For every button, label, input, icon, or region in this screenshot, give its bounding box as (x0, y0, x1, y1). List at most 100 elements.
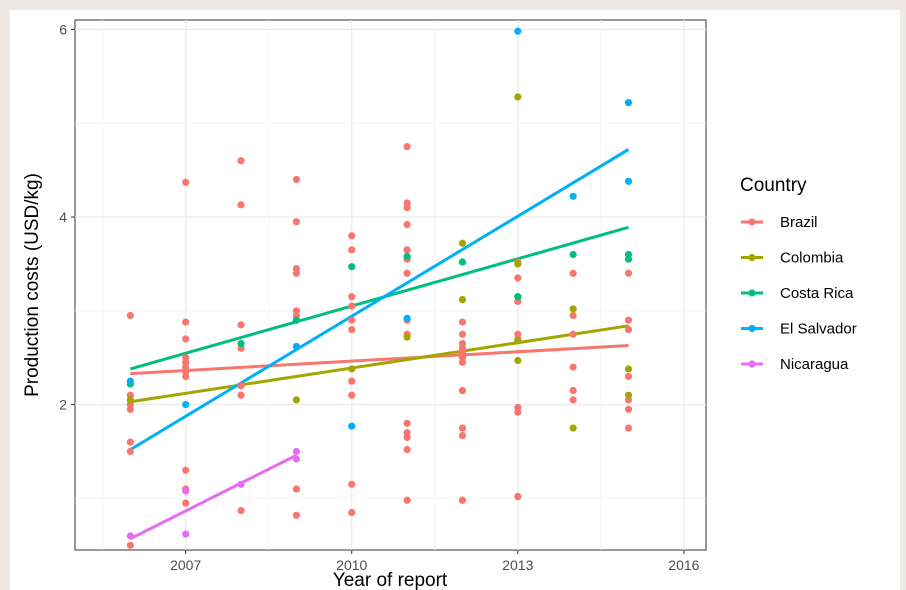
trend-lines (129, 148, 630, 541)
data-point-brazil (569, 396, 577, 404)
data-point-brazil (569, 269, 577, 277)
y-axis-title: Production costs (USD/kg) (22, 173, 43, 397)
data-point-nicaragua (292, 447, 301, 456)
data-point-colombia (569, 305, 577, 313)
data-point-brazil (126, 447, 134, 456)
data-point-brazil (182, 372, 190, 381)
data-point-brazil (569, 330, 577, 338)
y-tick-label: 4 (59, 209, 67, 225)
data-points (126, 27, 633, 549)
data-point-brazil (126, 311, 134, 320)
data-point-brazil (348, 293, 356, 301)
x-axis-title: Year of report (333, 570, 448, 590)
data-point-costa-rica (624, 255, 633, 263)
data-point-brazil (624, 316, 633, 324)
data-point-brazil (348, 302, 356, 310)
data-point-brazil (182, 466, 190, 474)
data-point-brazil (348, 480, 356, 488)
data-point-brazil (403, 496, 411, 504)
data-point-brazil (292, 511, 301, 519)
y-tick-label: 6 (59, 21, 67, 37)
data-point-colombia (514, 337, 522, 345)
major-grid (75, 20, 706, 550)
data-point-brazil (237, 507, 245, 515)
legend: Country Brazil Colombia Costa Rica El Salva… (740, 175, 857, 373)
data-point-brazil (403, 269, 411, 277)
legend-key-point-nicaragua (748, 360, 756, 368)
data-point-colombia (624, 391, 633, 399)
trend-line-colombia (130, 324, 629, 404)
data-point-brazil (237, 157, 245, 165)
data-point-costa-rica (458, 258, 467, 266)
data-point-costa-rica (514, 293, 522, 301)
data-point-colombia (514, 260, 522, 268)
data-point-colombia (624, 365, 633, 373)
data-point-brazil (292, 175, 301, 184)
data-point-brazil (403, 220, 411, 229)
data-point-colombia (126, 396, 134, 404)
data-point-brazil (403, 446, 411, 454)
axes: 2007 2010 2013 2016 2 4 6 (59, 21, 699, 573)
data-point-brazil (514, 274, 522, 282)
data-point-colombia (403, 333, 411, 341)
data-point-colombia (569, 424, 577, 432)
data-point-el-salvador (624, 98, 633, 107)
data-point-el-salvador (292, 342, 301, 351)
data-point-el-salvador (569, 192, 577, 200)
data-point-brazil (348, 325, 356, 334)
data-point-brazil (458, 424, 467, 432)
data-point-brazil (458, 358, 467, 366)
data-point-brazil (237, 382, 245, 390)
data-point-el-salvador (348, 422, 356, 430)
data-point-nicaragua (292, 455, 301, 463)
data-point-colombia (514, 93, 522, 101)
data-point-brazil (348, 232, 356, 240)
data-point-brazil (348, 391, 356, 399)
legend-label-costa-rica: Costa Rica (780, 285, 854, 302)
data-point-nicaragua (182, 487, 190, 495)
data-point-brazil (458, 386, 467, 395)
legend-key-point-brazil (748, 218, 756, 226)
data-point-colombia (348, 365, 356, 373)
data-point-nicaragua (182, 530, 190, 538)
data-point-brazil (624, 424, 633, 432)
data-point-brazil (624, 405, 633, 413)
data-point-el-salvador (624, 177, 633, 185)
data-point-brazil (624, 269, 633, 277)
data-point-costa-rica (348, 263, 356, 271)
legend-key-point-colombia (748, 253, 756, 262)
legend-label-colombia: Colombia (780, 250, 844, 267)
data-point-brazil (126, 541, 134, 549)
data-point-brazil (126, 405, 134, 413)
legend-title: Country (740, 175, 807, 196)
legend-key-point-el-salvador (748, 324, 756, 333)
data-point-nicaragua (237, 480, 245, 488)
legend-label-el-salvador: El Salvador (780, 321, 857, 338)
legend-key-point-costa-rica (748, 289, 756, 297)
data-point-el-salvador (182, 401, 190, 409)
data-point-brazil (237, 391, 245, 399)
data-point-costa-rica (569, 250, 577, 259)
data-point-el-salvador (126, 377, 134, 385)
data-point-brazil (348, 377, 356, 385)
data-point-brazil (403, 433, 411, 442)
data-point-costa-rica (237, 340, 245, 348)
data-point-brazil (348, 246, 356, 254)
x-tick-label: 2013 (502, 557, 533, 573)
data-point-brazil (624, 325, 633, 334)
data-point-brazil (182, 178, 190, 186)
data-point-el-salvador (514, 27, 522, 35)
data-point-brazil (237, 321, 245, 329)
data-point-colombia (458, 295, 467, 304)
data-point-brazil (292, 269, 301, 277)
data-point-colombia (292, 396, 301, 404)
data-point-brazil (403, 246, 411, 254)
data-point-brazil (403, 419, 411, 427)
data-point-brazil (182, 318, 190, 326)
data-point-brazil (237, 201, 245, 209)
trend-line-el-salvador (129, 148, 630, 451)
data-point-brazil (458, 496, 467, 504)
data-point-brazil (292, 485, 301, 493)
data-point-brazil (403, 204, 411, 212)
data-point-brazil (403, 143, 411, 151)
